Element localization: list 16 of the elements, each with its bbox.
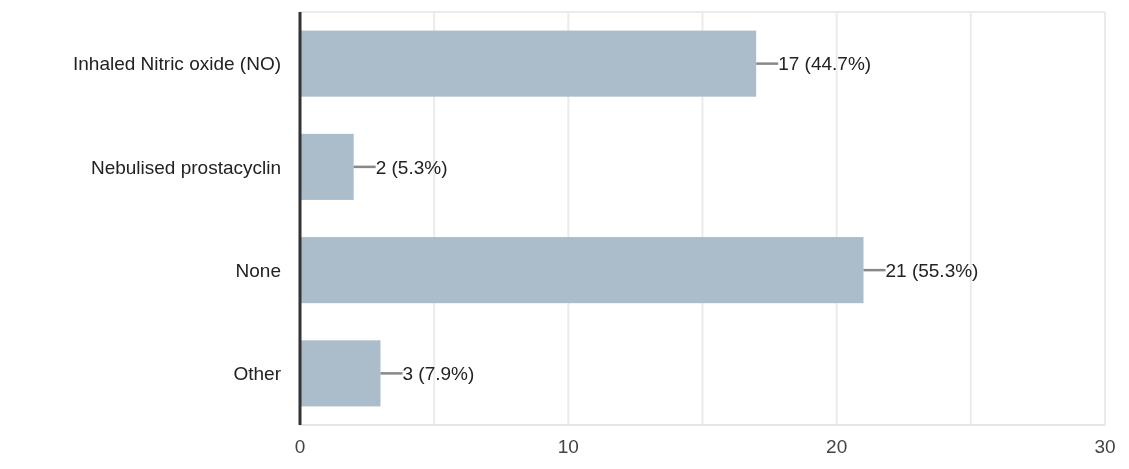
x-tick-label: 30 [1094, 436, 1116, 457]
bar [300, 340, 381, 407]
x-tick-label: 0 [294, 436, 306, 457]
y-tick-label: Nebulised prostacyclin [90, 156, 281, 178]
y-tick-label: Inhaled Nitric oxide (NO) [72, 53, 281, 75]
data-label: 21 (55.3%) [885, 259, 979, 281]
y-tick-label: None [235, 259, 281, 281]
data-label: 3 (7.9%) [402, 363, 475, 385]
bar [300, 237, 864, 304]
y-tick-label: Other [233, 363, 282, 385]
x-tick-label: 10 [557, 436, 579, 457]
x-tick-label: 20 [826, 436, 848, 457]
data-label: 2 (5.3%) [375, 156, 448, 178]
bar [300, 133, 354, 200]
bar [300, 30, 757, 97]
data-label: 17 (44.7%) [778, 53, 872, 75]
